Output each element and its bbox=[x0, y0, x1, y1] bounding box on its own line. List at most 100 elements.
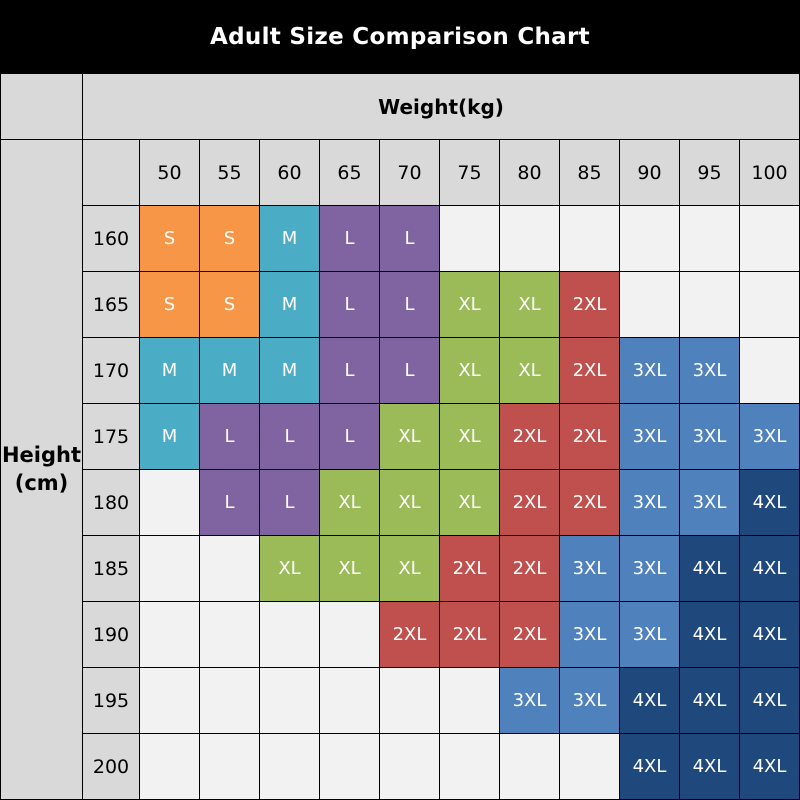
height-tick-175: 175 bbox=[82, 403, 140, 470]
empty-cell-160-95 bbox=[679, 205, 740, 272]
size-cell-175-85: 2XL bbox=[559, 403, 620, 470]
empty-cell-190-60 bbox=[259, 601, 320, 668]
size-comparison-table: Weight(kg) Height (cm) 50 55 60 65 70 75 80 85 90 9… bbox=[0, 73, 800, 800]
size-cell-190-85: 3XL bbox=[559, 601, 620, 668]
empty-cell-180-50 bbox=[139, 469, 200, 536]
empty-cell-160-75 bbox=[439, 205, 500, 272]
size-cell-165-55: S bbox=[199, 271, 260, 338]
empty-cell-200-50 bbox=[139, 733, 200, 800]
size-cell-190-100: 4XL bbox=[738, 601, 800, 668]
empty-cell-190-50 bbox=[139, 601, 200, 668]
size-cell-195-95: 4XL bbox=[679, 667, 740, 734]
weight-tick-95: 95 bbox=[679, 139, 740, 206]
size-cell-180-65: XL bbox=[319, 469, 380, 536]
height-row-195: 195 3XL 3XL 4XL 4XL 4XL bbox=[1, 667, 800, 734]
size-cell-160-55: S bbox=[199, 205, 260, 272]
size-cell-165-75: XL bbox=[439, 271, 500, 338]
size-cell-190-95: 4XL bbox=[679, 601, 740, 668]
weight-tick-90: 90 bbox=[619, 139, 680, 206]
empty-cell-200-70 bbox=[379, 733, 440, 800]
size-cell-170-85: 2XL bbox=[559, 337, 620, 404]
empty-cell-185-55 bbox=[199, 535, 260, 602]
empty-cell-185-50 bbox=[139, 535, 200, 602]
size-cell-175-50: M bbox=[139, 403, 200, 470]
size-cell-170-65: L bbox=[319, 337, 380, 404]
empty-cell-165-100 bbox=[738, 271, 800, 338]
height-tick-185: 185 bbox=[82, 535, 140, 602]
size-cell-175-60: L bbox=[259, 403, 320, 470]
weight-tick-60: 60 bbox=[259, 139, 320, 206]
height-row-185: 185 XL XL XL 2XL 2XL 3XL 3XL 4XL 4XL bbox=[1, 535, 800, 602]
size-cell-175-100: 3XL bbox=[738, 403, 800, 470]
size-cell-165-50: S bbox=[139, 271, 200, 338]
height-tick-165: 165 bbox=[82, 271, 140, 338]
weight-tick-70: 70 bbox=[379, 139, 440, 206]
size-cell-195-100: 4XL bbox=[738, 667, 800, 734]
size-cell-185-60: XL bbox=[259, 535, 320, 602]
empty-cell-200-65 bbox=[319, 733, 380, 800]
height-row-180: 180 L L XL XL XL 2XL 2XL 3XL 3XL 4XL bbox=[1, 469, 800, 536]
size-cell-195-80: 3XL bbox=[499, 667, 560, 734]
empty-cell-200-85 bbox=[559, 733, 620, 800]
size-cell-160-70: L bbox=[379, 205, 440, 272]
size-cell-185-75: 2XL bbox=[439, 535, 500, 602]
size-cell-170-75: XL bbox=[439, 337, 500, 404]
empty-cell-200-80 bbox=[499, 733, 560, 800]
empty-cell-160-85 bbox=[559, 205, 620, 272]
page-title: Adult Size Comparison Chart bbox=[0, 0, 800, 73]
empty-cell-160-90 bbox=[619, 205, 680, 272]
blank-header-cell bbox=[82, 139, 140, 206]
size-cell-160-65: L bbox=[319, 205, 380, 272]
empty-cell-165-90 bbox=[619, 271, 680, 338]
size-cell-165-70: L bbox=[379, 271, 440, 338]
size-cell-185-85: 3XL bbox=[559, 535, 620, 602]
size-cell-175-55: L bbox=[199, 403, 260, 470]
size-cell-190-75: 2XL bbox=[439, 601, 500, 668]
size-cell-180-70: XL bbox=[379, 469, 440, 536]
size-cell-200-90: 4XL bbox=[619, 733, 680, 800]
size-cell-180-90: 3XL bbox=[619, 469, 680, 536]
weight-ticks-row: Height (cm) 50 55 60 65 70 75 80 85 90 95 100 bbox=[0, 139, 800, 800]
size-cell-185-70: XL bbox=[379, 535, 440, 602]
size-cell-185-100: 4XL bbox=[738, 535, 800, 602]
height-tick-160: 160 bbox=[82, 205, 140, 272]
height-axis-label: Height (cm) bbox=[0, 139, 83, 800]
size-cell-160-50: S bbox=[139, 205, 200, 272]
size-cell-190-70: 2XL bbox=[379, 601, 440, 668]
height-row-190: 190 2XL 2XL 2XL 3XL 3XL 4XL 4XL bbox=[1, 601, 800, 668]
size-cell-200-95: 4XL bbox=[679, 733, 740, 800]
empty-cell-200-55 bbox=[199, 733, 260, 800]
size-cell-180-95: 3XL bbox=[679, 469, 740, 536]
size-cell-170-95: 3XL bbox=[679, 337, 740, 404]
size-cell-190-80: 2XL bbox=[499, 601, 560, 668]
size-cell-180-80: 2XL bbox=[499, 469, 560, 536]
size-cell-185-90: 3XL bbox=[619, 535, 680, 602]
height-tick-180: 180 bbox=[82, 469, 140, 536]
empty-cell-160-80 bbox=[499, 205, 560, 272]
empty-cell-190-65 bbox=[319, 601, 380, 668]
empty-cell-195-60 bbox=[259, 667, 320, 734]
size-cell-185-95: 4XL bbox=[679, 535, 740, 602]
size-cell-175-70: XL bbox=[379, 403, 440, 470]
size-cell-170-60: M bbox=[259, 337, 320, 404]
empty-cell-165-95 bbox=[679, 271, 740, 338]
size-cell-190-90: 3XL bbox=[619, 601, 680, 668]
empty-cell-200-60 bbox=[259, 733, 320, 800]
weight-tick-100: 100 bbox=[738, 139, 800, 206]
height-row-160: 160 S S M L L bbox=[1, 205, 800, 272]
size-cell-195-85: 3XL bbox=[559, 667, 620, 734]
empty-cell-195-65 bbox=[319, 667, 380, 734]
empty-cell-195-55 bbox=[199, 667, 260, 734]
size-cell-175-90: 3XL bbox=[619, 403, 680, 470]
corner-cell bbox=[0, 73, 83, 140]
weight-tick-55: 55 bbox=[199, 139, 260, 206]
empty-cell-195-50 bbox=[139, 667, 200, 734]
empty-cell-200-75 bbox=[439, 733, 500, 800]
empty-cell-170-100 bbox=[738, 337, 800, 404]
weight-tick-80: 80 bbox=[499, 139, 560, 206]
height-row-165: 165 S S M L L XL XL 2XL bbox=[1, 271, 800, 338]
height-row-175: 175 M L L L XL XL 2XL 2XL 3XL 3XL 3XL bbox=[1, 403, 800, 470]
empty-cell-195-75 bbox=[439, 667, 500, 734]
size-cell-170-80: XL bbox=[499, 337, 560, 404]
size-cell-160-60: M bbox=[259, 205, 320, 272]
